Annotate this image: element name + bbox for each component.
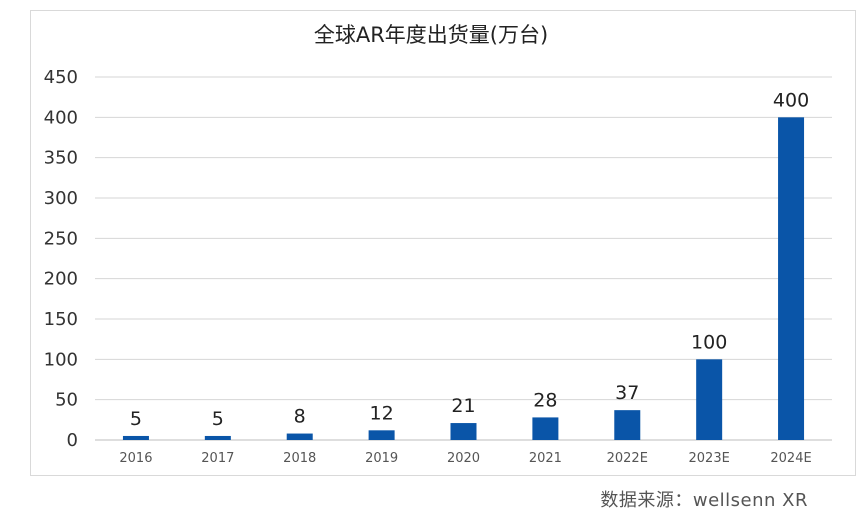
x-tick-label: 2020 xyxy=(447,451,480,466)
x-tick-label: 2016 xyxy=(119,451,152,466)
bar-2018 xyxy=(286,433,313,440)
x-tick-label: 2021 xyxy=(529,451,562,466)
y-tick-label: 450 xyxy=(44,67,78,88)
data-label: 5 xyxy=(130,408,142,430)
bar-2021 xyxy=(532,417,559,440)
y-tick-label: 300 xyxy=(44,188,78,209)
x-tick-label: 2017 xyxy=(201,451,234,466)
y-tick-label: 50 xyxy=(55,390,78,411)
y-tick-label: 0 xyxy=(67,430,78,451)
bar-2016 xyxy=(122,435,149,440)
y-tick-label: 400 xyxy=(44,107,78,128)
y-tick-label: 200 xyxy=(44,269,78,290)
y-tick-label: 100 xyxy=(44,349,78,370)
bar-2024E xyxy=(778,117,805,440)
bar-2017 xyxy=(204,435,231,440)
bar-2023E xyxy=(696,359,723,440)
bar-2020 xyxy=(450,423,477,440)
y-axis-ticks: 0 50 100 150 200 250 300 350 400 450 xyxy=(44,67,78,451)
x-tick-label: 2022E xyxy=(607,451,648,466)
x-tick-label: 2024E xyxy=(770,451,811,466)
data-label: 12 xyxy=(370,402,394,424)
data-label: 28 xyxy=(533,389,557,411)
x-axis-ticks: 2016 2017 2018 2019 2020 2021 2022E 2023E 2024E xyxy=(119,451,811,466)
y-tick-label: 150 xyxy=(44,309,78,330)
data-label: 37 xyxy=(615,382,639,404)
bar-2022E xyxy=(614,410,641,440)
chart-frame xyxy=(30,10,856,476)
source-note: 数据来源：wellsenn XR xyxy=(600,490,808,511)
data-label: 21 xyxy=(451,395,475,417)
y-tick-label: 350 xyxy=(44,148,78,169)
data-label: 400 xyxy=(773,89,809,111)
data-label: 100 xyxy=(691,331,727,353)
chart-title: 全球AR年度出货量(万台) xyxy=(314,23,548,47)
data-labels: 5 5 8 12 21 28 37 100 400 xyxy=(130,89,809,430)
y-tick-label: 250 xyxy=(44,228,78,249)
data-label: 8 xyxy=(294,406,306,428)
data-label: 5 xyxy=(212,408,224,430)
x-tick-label: 2023E xyxy=(689,451,730,466)
x-tick-label: 2019 xyxy=(365,451,398,466)
bars xyxy=(122,117,805,440)
x-tick-label: 2018 xyxy=(283,451,316,466)
bar-2019 xyxy=(368,430,395,440)
